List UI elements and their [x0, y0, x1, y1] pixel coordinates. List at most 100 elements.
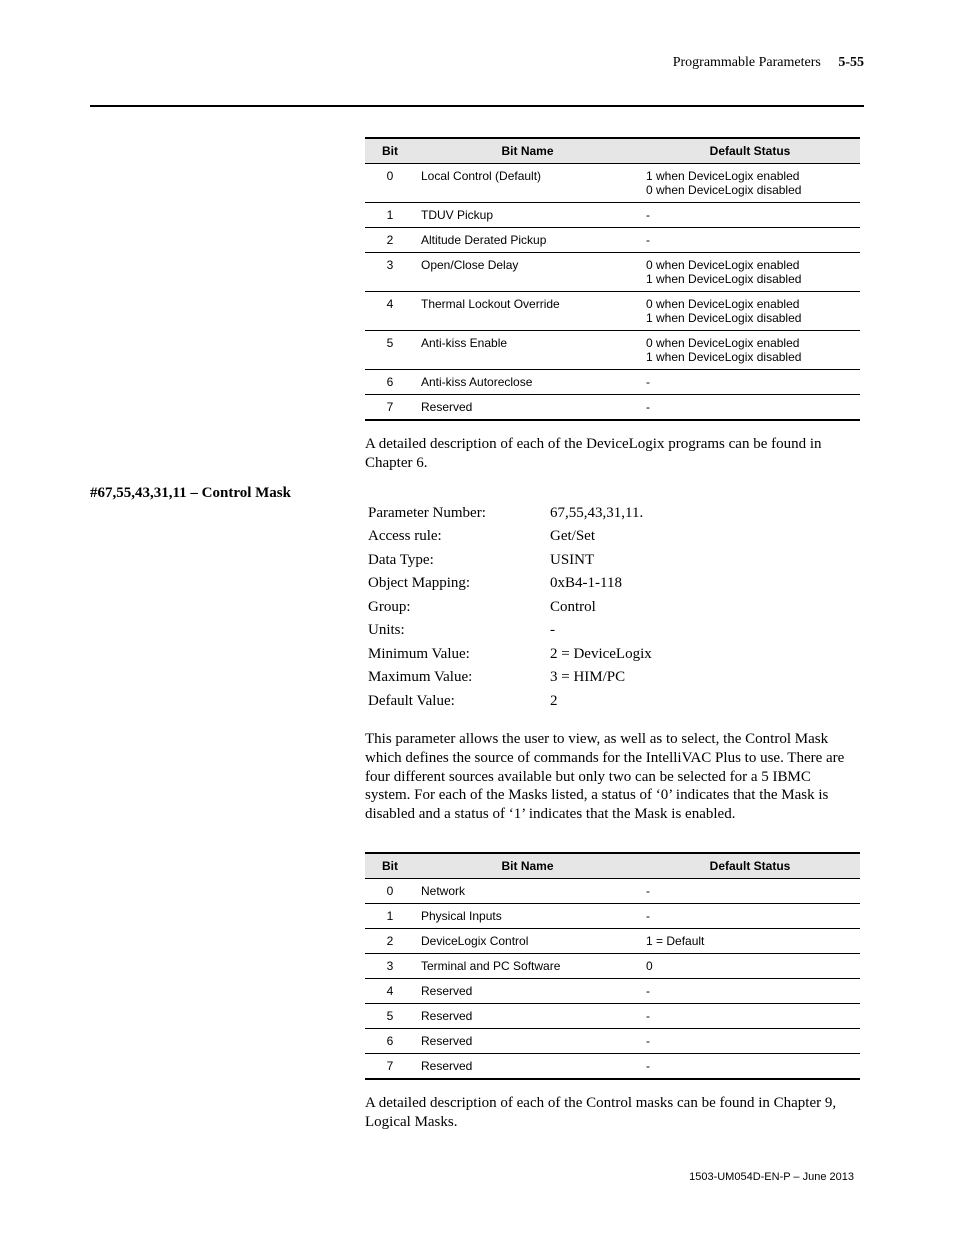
cell-bit: 5 — [365, 1003, 415, 1028]
cell-bit: 4 — [365, 978, 415, 1003]
cell-bit: 1 — [365, 203, 415, 228]
col-header-bitname: Bit Name — [415, 853, 640, 879]
col-header-bitname: Bit Name — [415, 138, 640, 164]
kv-value: - — [549, 620, 653, 642]
cell-bitname: Network — [415, 878, 640, 903]
kv-value: 2 = DeviceLogix — [549, 644, 653, 666]
kv-value: Control — [549, 597, 653, 619]
table-row: 3Terminal and PC Software0 — [365, 953, 860, 978]
kv-row: Default Value:2 — [367, 691, 653, 713]
kv-row: Object Mapping:0xB4-1-118 — [367, 573, 653, 595]
cell-bit: 2 — [365, 228, 415, 253]
table-row: 5Anti-kiss Enable0 when DeviceLogix enab… — [365, 331, 860, 370]
cell-default: - — [640, 903, 860, 928]
cell-bitname: Reserved — [415, 1003, 640, 1028]
cell-bit: 0 — [365, 164, 415, 203]
cell-bitname: Local Control (Default) — [415, 164, 640, 203]
cell-bit: 7 — [365, 1053, 415, 1079]
kv-key: Minimum Value: — [367, 644, 547, 666]
kv-value: USINT — [549, 550, 653, 572]
cell-default: - — [640, 878, 860, 903]
dlx-programs-footer-text: A detailed description of each of the De… — [365, 435, 859, 473]
kv-value: 0xB4-1-118 — [549, 573, 653, 595]
kv-key: Group: — [367, 597, 547, 619]
kv-row: Group:Control — [367, 597, 653, 619]
kv-key: Object Mapping: — [367, 573, 547, 595]
cell-default: 0 when DeviceLogix enabled1 when DeviceL… — [640, 331, 860, 370]
cell-bitname: TDUV Pickup — [415, 203, 640, 228]
table-row: 2Altitude Derated Pickup- — [365, 228, 860, 253]
control-mask-footer-text: A detailed description of each of the Co… — [365, 1094, 859, 1132]
kv-key: Default Value: — [367, 691, 547, 713]
cell-default: - — [640, 370, 860, 395]
table-row: 7Reserved- — [365, 1053, 860, 1079]
cell-default: 0 when DeviceLogix enabled1 when DeviceL… — [640, 253, 860, 292]
table-row: 3Open/Close Delay0 when DeviceLogix enab… — [365, 253, 860, 292]
table-row: 2DeviceLogix Control1 = Default — [365, 928, 860, 953]
cell-bit: 2 — [365, 928, 415, 953]
cell-bitname: Physical Inputs — [415, 903, 640, 928]
cell-bitname: Reserved — [415, 1028, 640, 1053]
cell-default: - — [640, 228, 860, 253]
cell-bit: 6 — [365, 1028, 415, 1053]
kv-key: Units: — [367, 620, 547, 642]
table-row: 4Thermal Lockout Override0 when DeviceLo… — [365, 292, 860, 331]
table-row: 1TDUV Pickup- — [365, 203, 860, 228]
kv-row: Data Type:USINT — [367, 550, 653, 572]
cell-bitname: Anti-kiss Enable — [415, 331, 640, 370]
cell-default: 0 when DeviceLogix enabled1 when DeviceL… — [640, 292, 860, 331]
cell-bit: 3 — [365, 953, 415, 978]
header-title: Programmable Parameters — [673, 55, 821, 70]
cell-default: 0 — [640, 953, 860, 978]
page-footer: 1503-UM054D-EN-P – June 2013 — [365, 1171, 854, 1183]
kv-value: Get/Set — [549, 526, 653, 548]
dlx-programs-table: Bit Bit Name Default Status 0Local Contr… — [365, 137, 860, 421]
kv-row: Units:- — [367, 620, 653, 642]
cell-bitname: Reserved — [415, 978, 640, 1003]
col-header-default: Default Status — [640, 853, 860, 879]
kv-value: 2 — [549, 691, 653, 713]
kv-value: 67,55,43,31,11. — [549, 503, 653, 525]
cell-bit: 0 — [365, 878, 415, 903]
cell-bitname: Open/Close Delay — [415, 253, 640, 292]
cell-default: - — [640, 1053, 860, 1079]
cell-bitname: Altitude Derated Pickup — [415, 228, 640, 253]
cell-bit: 5 — [365, 331, 415, 370]
kv-value: 3 = HIM/PC — [549, 667, 653, 689]
kv-key: Access rule: — [367, 526, 547, 548]
table-row: 7Reserved- — [365, 395, 860, 421]
table-row: 0Local Control (Default)1 when DeviceLog… — [365, 164, 860, 203]
cell-bitname: Reserved — [415, 395, 640, 421]
control-mask-description: This parameter allows the user to view, … — [365, 730, 859, 824]
col-header-default: Default Status — [640, 138, 860, 164]
cell-bit: 4 — [365, 292, 415, 331]
kv-key: Parameter Number: — [367, 503, 547, 525]
body-column: Bit Bit Name Default Status 0Local Contr… — [365, 137, 859, 473]
header-page-num: 5-55 — [838, 55, 864, 70]
table-row: 5Reserved- — [365, 1003, 860, 1028]
table-row: 4Reserved- — [365, 978, 860, 1003]
cell-default: 1 = Default — [640, 928, 860, 953]
control-mask-table: Bit Bit Name Default Status 0Network-1Ph… — [365, 852, 860, 1080]
kv-row: Parameter Number:67,55,43,31,11. — [367, 503, 653, 525]
cell-bitname: Thermal Lockout Override — [415, 292, 640, 331]
cell-bit: 1 — [365, 903, 415, 928]
cell-default: 1 when DeviceLogix enabled0 when DeviceL… — [640, 164, 860, 203]
col-header-bit: Bit — [365, 853, 415, 879]
cell-default: - — [640, 395, 860, 421]
header-rule — [90, 105, 864, 107]
kv-key: Data Type: — [367, 550, 547, 572]
cell-bit: 7 — [365, 395, 415, 421]
kv-row: Maximum Value:3 = HIM/PC — [367, 667, 653, 689]
cell-bitname: Reserved — [415, 1053, 640, 1079]
section-label-control-mask: #67,55,43,31,11 – Control Mask — [90, 485, 340, 502]
header-block: Programmable Parameters 5-55 — [673, 55, 864, 71]
cell-bit: 6 — [365, 370, 415, 395]
table-row: 6Reserved- — [365, 1028, 860, 1053]
kv-key: Maximum Value: — [367, 667, 547, 689]
cell-bitname: Anti-kiss Autoreclose — [415, 370, 640, 395]
table-row: 6Anti-kiss Autoreclose- — [365, 370, 860, 395]
col-header-bit: Bit — [365, 138, 415, 164]
param-kv-table: Parameter Number:67,55,43,31,11.Access r… — [365, 501, 655, 715]
cell-default: - — [640, 203, 860, 228]
